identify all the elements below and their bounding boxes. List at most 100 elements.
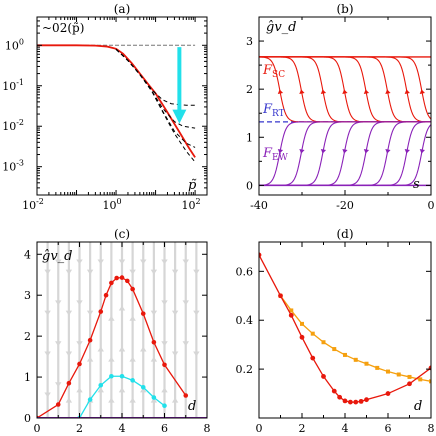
panel-d-point <box>396 372 401 377</box>
panel-c-flow-arrow <box>55 341 62 347</box>
panel-a-ytick-label: 10-1 <box>2 78 24 93</box>
panel-b-flow-ew-3-arrow <box>363 148 370 154</box>
panel-c-flow-arrow <box>86 356 94 362</box>
panel-d-point <box>299 334 305 340</box>
panel-c-flow-arrow <box>55 300 62 306</box>
panel-a-series-5 <box>115 48 196 163</box>
panel-c-flow-arrow <box>108 397 115 403</box>
panel-c-flow-arrow <box>86 310 94 316</box>
panel-c-flow-arrow <box>140 346 147 352</box>
panel-b-flow-sc-7 <box>259 56 431 123</box>
panel-d-point <box>418 377 423 382</box>
panel-b-flow-ew-5-arrow <box>320 148 327 154</box>
panel-c-flow-arrow <box>65 397 73 403</box>
panel-a-xtick-exp: 0 <box>117 197 122 206</box>
panel-c-flow-arrow <box>182 300 189 306</box>
panel-d-point <box>386 369 390 374</box>
panel-a-xtick-label: 10-2 <box>22 197 44 212</box>
panel-d-point <box>321 374 326 379</box>
panel-c-flow-arrow <box>193 351 200 357</box>
panel-c-point <box>130 286 135 292</box>
panel-a-xtick-label: 100 <box>103 197 122 212</box>
panel-c-xtick-label: 4 <box>119 422 126 435</box>
panel-c-flow-arrow <box>118 346 126 352</box>
panel-d-ytick-label: 0.4 <box>236 314 254 327</box>
panel-b-ylabel: ĝv_d <box>266 20 297 35</box>
panel-c-flow-arrow <box>129 356 136 362</box>
panel-c-flow-arrow <box>193 269 200 275</box>
panel-c-flow-arrow <box>161 300 168 306</box>
panel-d-point <box>259 252 262 258</box>
panel-d-point <box>364 361 369 366</box>
panel-d-point <box>375 365 380 370</box>
panel-c-point <box>140 385 146 390</box>
panel-a-ytick-exp: -1 <box>16 78 24 87</box>
panel-d-xtick-label: 8 <box>428 422 435 435</box>
panel-c-flow-arrow <box>65 351 73 357</box>
panel-c-flow-arrow <box>150 310 158 316</box>
panel-b: -40 -20 0 0 1 2 3 ĝv_d s FSC FRT FEW <box>246 16 435 212</box>
panel-c-flow-arrow <box>65 269 73 275</box>
panel-b-flow-sc-1-arrow <box>404 89 410 95</box>
panel-d-point <box>347 399 353 405</box>
panel-label-c: (c) <box>114 227 130 241</box>
panel-b-xtick-label: -20 <box>336 199 354 212</box>
panel-a-series-1 <box>37 44 196 158</box>
panel-c-flow-arrow <box>55 382 62 388</box>
panel-a-ylabel: ~02(p̃) <box>42 21 84 35</box>
panel-a: 10-2 100 102 100 10-1 10-2 10-3 ~02(p̃) p̃ <box>2 16 208 212</box>
panel-c-point <box>140 311 146 316</box>
panel-b-flow-sc-6-arrow <box>299 89 305 95</box>
panel-b-ytick-label: 1 <box>246 131 253 144</box>
panel-d-point <box>353 357 358 362</box>
panel-b-flow-sc-0 <box>259 56 431 120</box>
panel-b-ytick-label: 3 <box>246 35 253 48</box>
panel-c-point <box>87 397 93 402</box>
panel-c-flow-arrow <box>108 315 115 321</box>
panel-a-xlabel: p̃ <box>188 178 197 193</box>
panel-c-flow-arrow <box>129 315 136 321</box>
panel-c-ytick-label: 4 <box>24 248 31 261</box>
panel-a-ytick-label: 10-3 <box>2 159 24 174</box>
panel-c-point <box>151 395 157 400</box>
panel-c-point <box>125 278 130 284</box>
panel-d-ytick-label: 0.6 <box>236 265 254 278</box>
panel-a-cyan-arrow-head <box>172 109 187 124</box>
panel-label-a: (a) <box>114 2 131 16</box>
panel-d-point <box>385 391 391 396</box>
panel-c-flow-arrow <box>161 341 168 347</box>
panel-d-point <box>353 399 359 405</box>
panel-c-flow-arrow <box>108 356 115 362</box>
panel-b-flow-sc-0-arrow <box>419 89 425 95</box>
panel-a-ytick-exp: -3 <box>16 159 24 168</box>
panel-d-series-0 <box>259 254 431 403</box>
panel-d-point <box>407 381 412 387</box>
panel-c-ytick-label: 1 <box>24 371 31 384</box>
panel-c-xtick-label: 6 <box>161 422 168 435</box>
panel-c-flow-arrow <box>150 269 158 275</box>
fixed-point-label-ew: FEW <box>262 146 289 163</box>
panel-d-point <box>343 352 347 357</box>
panel-a-ytick-exp: -2 <box>16 118 24 127</box>
panel-b-xlabel: s <box>413 177 420 192</box>
panel-c-flow-arrow <box>129 397 136 403</box>
panel-d: 0 2 4 6 8 0.2 0.4 0.6 d <box>236 241 435 435</box>
panel-c-xtick-label: 0 <box>34 422 41 435</box>
panel-c-ytick-label: 3 <box>24 289 31 302</box>
panel-c-flow-arrow <box>171 310 179 316</box>
panel-b-flow-sc-4-arrow <box>342 89 348 95</box>
panel-b-flow-ew-6-arrow <box>299 148 305 154</box>
panel-b-flow-sc-2-arrow <box>385 89 391 95</box>
panel-b-ytick-label: 2 <box>246 83 253 96</box>
panel-d-point <box>407 374 412 379</box>
panel-b-flow-sc-7-arrow <box>277 89 284 95</box>
panel-b-flow-ew-2-arrow <box>385 148 391 154</box>
panel-a-xtick-label: 102 <box>182 197 201 212</box>
panel-a-series-2 <box>115 48 196 106</box>
panel-c-point <box>109 373 114 379</box>
panel-c-point <box>103 292 109 298</box>
panel-c-point <box>130 378 135 383</box>
panel-d-point <box>331 388 337 394</box>
panel-c-flow-arrow <box>118 387 126 393</box>
